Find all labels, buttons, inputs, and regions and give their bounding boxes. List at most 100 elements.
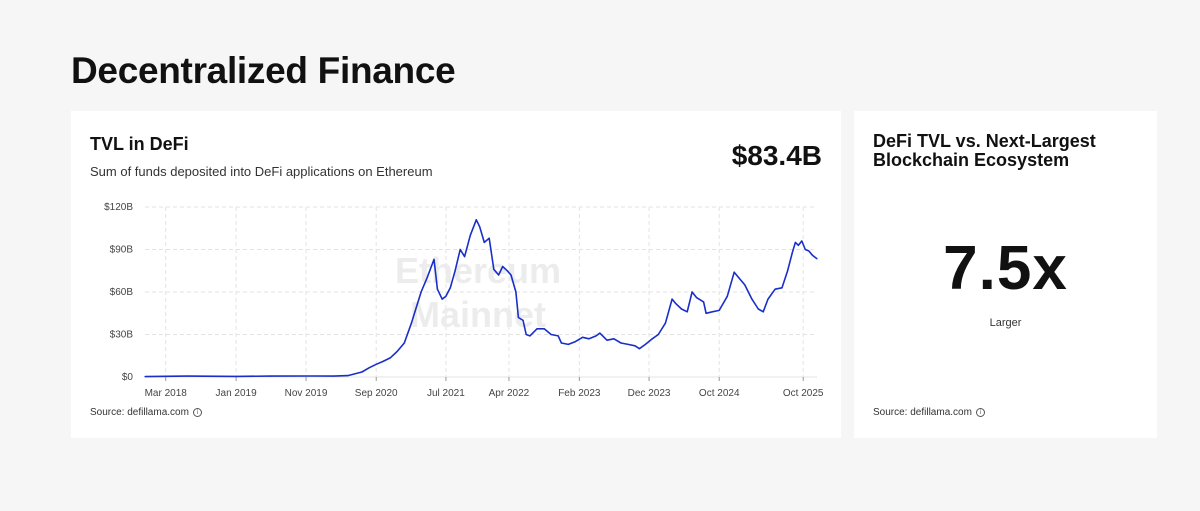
data-point (686, 311, 688, 313)
page-title: Decentralized Finance (71, 50, 456, 91)
data-point (415, 308, 417, 310)
data-point (502, 265, 504, 268)
data-point (375, 363, 377, 365)
data-point (718, 309, 720, 312)
chart-watermark: Ethereum Mainnet (395, 250, 561, 335)
data-point (433, 258, 435, 261)
data-point (517, 316, 519, 319)
data-point (786, 270, 789, 272)
y-tick-label: $0 (122, 372, 134, 383)
data-point (525, 333, 527, 336)
data-point (671, 298, 673, 300)
data-point (522, 319, 524, 321)
data-point (644, 343, 646, 346)
data-point (702, 301, 705, 303)
x-tick-label: Mar 2018 (145, 388, 188, 399)
comparison-card: DeFi TVL vs. Next-Largest Blockchain Eco… (854, 111, 1157, 438)
x-tick-label: Dec 2023 (628, 388, 671, 399)
y-tick-label: $60B (110, 287, 134, 298)
data-point (410, 322, 413, 324)
data-point (493, 268, 495, 270)
data-point (595, 335, 597, 337)
data-point (599, 332, 601, 334)
chart-series (144, 219, 818, 378)
card-subtitle: Sum of funds deposited into DeFi applica… (90, 164, 433, 179)
info-icon[interactable]: i (975, 408, 985, 417)
data-point (497, 274, 500, 276)
data-point (588, 338, 590, 340)
tvl-line-chart: Ethereum Mainnet $0 $30B $60B $90B $120B Mar … (104, 202, 824, 399)
data-point (751, 298, 753, 300)
tvl-card: TVL in DeFi Sum of funds deposited into … (71, 111, 841, 438)
data-point (762, 311, 764, 313)
data-point (536, 328, 538, 330)
comparison-caption: Larger (989, 317, 1022, 329)
data-point (738, 277, 740, 279)
data-point (808, 250, 810, 252)
data-point (726, 295, 728, 297)
data-point (403, 342, 405, 344)
data-point (744, 284, 746, 286)
data-point (441, 298, 443, 300)
data-point (733, 271, 735, 273)
x-tick-label: Jan 2019 (216, 388, 258, 399)
data-point (567, 343, 569, 346)
data-point (620, 342, 622, 344)
data-point (463, 255, 466, 258)
data-point (270, 375, 272, 377)
x-tick-label: Nov 2019 (285, 388, 328, 399)
y-tick-label: $120B (104, 202, 133, 213)
y-tick-label: $90B (110, 245, 134, 256)
data-point (459, 248, 461, 251)
data-point (705, 312, 707, 314)
comparison-title: DeFi TVL vs. Next-Largest Blockchain Eco… (873, 131, 1096, 170)
data-point (696, 297, 698, 299)
source-note: Source: defillama.com i (873, 407, 985, 418)
data-point (680, 308, 683, 310)
chart-grid (145, 206, 817, 378)
data-point (426, 277, 428, 279)
data-point (445, 295, 447, 297)
data-point (711, 311, 713, 313)
tvl-value: $83.4B (731, 140, 822, 171)
x-tick-label: Oct 2024 (699, 388, 740, 399)
data-point (186, 375, 188, 377)
data-point (774, 288, 776, 290)
data-point (488, 237, 490, 239)
watermark-line-1: Ethereum (395, 250, 561, 291)
data-point (613, 338, 615, 340)
chart-axes: $0 $30B $60B $90B $120B Mar 2018 Jan 2019 Nov 2… (104, 202, 824, 399)
y-tick-label: $30B (110, 330, 134, 341)
watermark-line-2: Mainnet (410, 294, 546, 335)
data-point (479, 226, 481, 228)
data-point (791, 251, 793, 253)
data-point (543, 328, 545, 330)
data-point (515, 291, 517, 293)
data-point (382, 360, 384, 363)
data-point (557, 335, 559, 337)
x-tick-label: Jul 2021 (427, 388, 465, 399)
data-point (506, 270, 508, 272)
card-title: TVL in DeFi (90, 134, 189, 154)
data-point (550, 333, 552, 336)
source-note: Source: defillama.com i (90, 407, 202, 418)
data-point (420, 291, 422, 293)
data-point (606, 339, 608, 341)
data-point (475, 219, 477, 221)
data-point (389, 357, 391, 359)
data-point (483, 241, 485, 244)
data-point (757, 308, 759, 310)
source-text: Source: defillama.com (90, 407, 189, 418)
data-point (235, 375, 237, 378)
data-point (634, 345, 636, 347)
info-icon[interactable]: i (192, 408, 202, 417)
data-point (801, 240, 803, 242)
data-point (529, 335, 531, 337)
data-point (510, 274, 512, 276)
comparison-value: 7.5x (943, 234, 1068, 303)
data-point (664, 322, 666, 324)
data-point (469, 234, 471, 236)
data-point (396, 350, 398, 353)
data-point (454, 270, 456, 272)
data-point (811, 254, 813, 256)
